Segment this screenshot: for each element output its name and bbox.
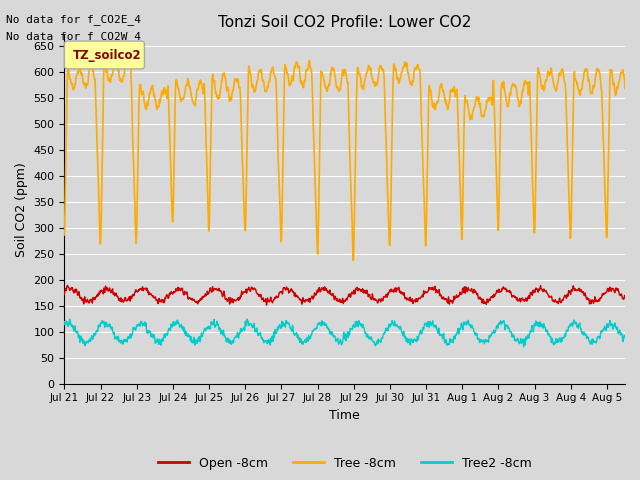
Tree -8cm (223, 88, 230, 94)
Tree -8cm (486, 96, 493, 101)
Tree2 -8cm (161, 335, 169, 340)
Tree2 -8cm (520, 344, 527, 349)
Tree2 -8cm (273, 325, 281, 331)
Open -8cm (486, 296, 493, 302)
Legend: Open -8cm, Tree -8cm, Tree2 -8cm: Open -8cm, Tree -8cm, Tree2 -8cm (152, 452, 537, 475)
Line: Open -8cm: Open -8cm (65, 285, 625, 305)
Open -8cm (274, 294, 282, 300)
Text: No data for f_CO2E_4: No data for f_CO2E_4 (6, 14, 141, 25)
Text: No data for f_CO2W_4: No data for f_CO2W_4 (6, 31, 141, 42)
Tree -8cm (161, 90, 169, 96)
Tree2 -8cm (243, 316, 251, 322)
Tree2 -8cm (485, 336, 493, 341)
Open -8cm (172, 286, 180, 291)
Open -8cm (621, 295, 629, 300)
Open -8cm (61, 292, 68, 298)
Tree -8cm (621, 85, 629, 91)
Tree -8cm (61, 232, 68, 238)
Tree -8cm (349, 258, 357, 264)
Line: Tree2 -8cm: Tree2 -8cm (65, 319, 625, 347)
Tree2 -8cm (172, 322, 179, 328)
Open -8cm (262, 302, 270, 308)
Line: Tree -8cm: Tree -8cm (65, 60, 625, 261)
Tree -8cm (123, 57, 131, 62)
Open -8cm (161, 295, 169, 301)
Tree2 -8cm (61, 319, 68, 324)
Tree2 -8cm (548, 340, 556, 346)
Tree -8cm (548, 66, 556, 72)
Y-axis label: Soil CO2 (ppm): Soil CO2 (ppm) (15, 162, 28, 257)
Open -8cm (63, 282, 71, 288)
X-axis label: Time: Time (330, 409, 360, 422)
Title: Tonzi Soil CO2 Profile: Lower CO2: Tonzi Soil CO2 Profile: Lower CO2 (218, 15, 472, 30)
Tree2 -8cm (621, 335, 629, 340)
Open -8cm (548, 293, 556, 299)
Tree2 -8cm (222, 339, 230, 345)
Open -8cm (223, 296, 230, 302)
Tree -8cm (172, 77, 180, 83)
Text: TZ_soilco2: TZ_soilco2 (73, 48, 141, 61)
Tree -8cm (273, 126, 281, 132)
